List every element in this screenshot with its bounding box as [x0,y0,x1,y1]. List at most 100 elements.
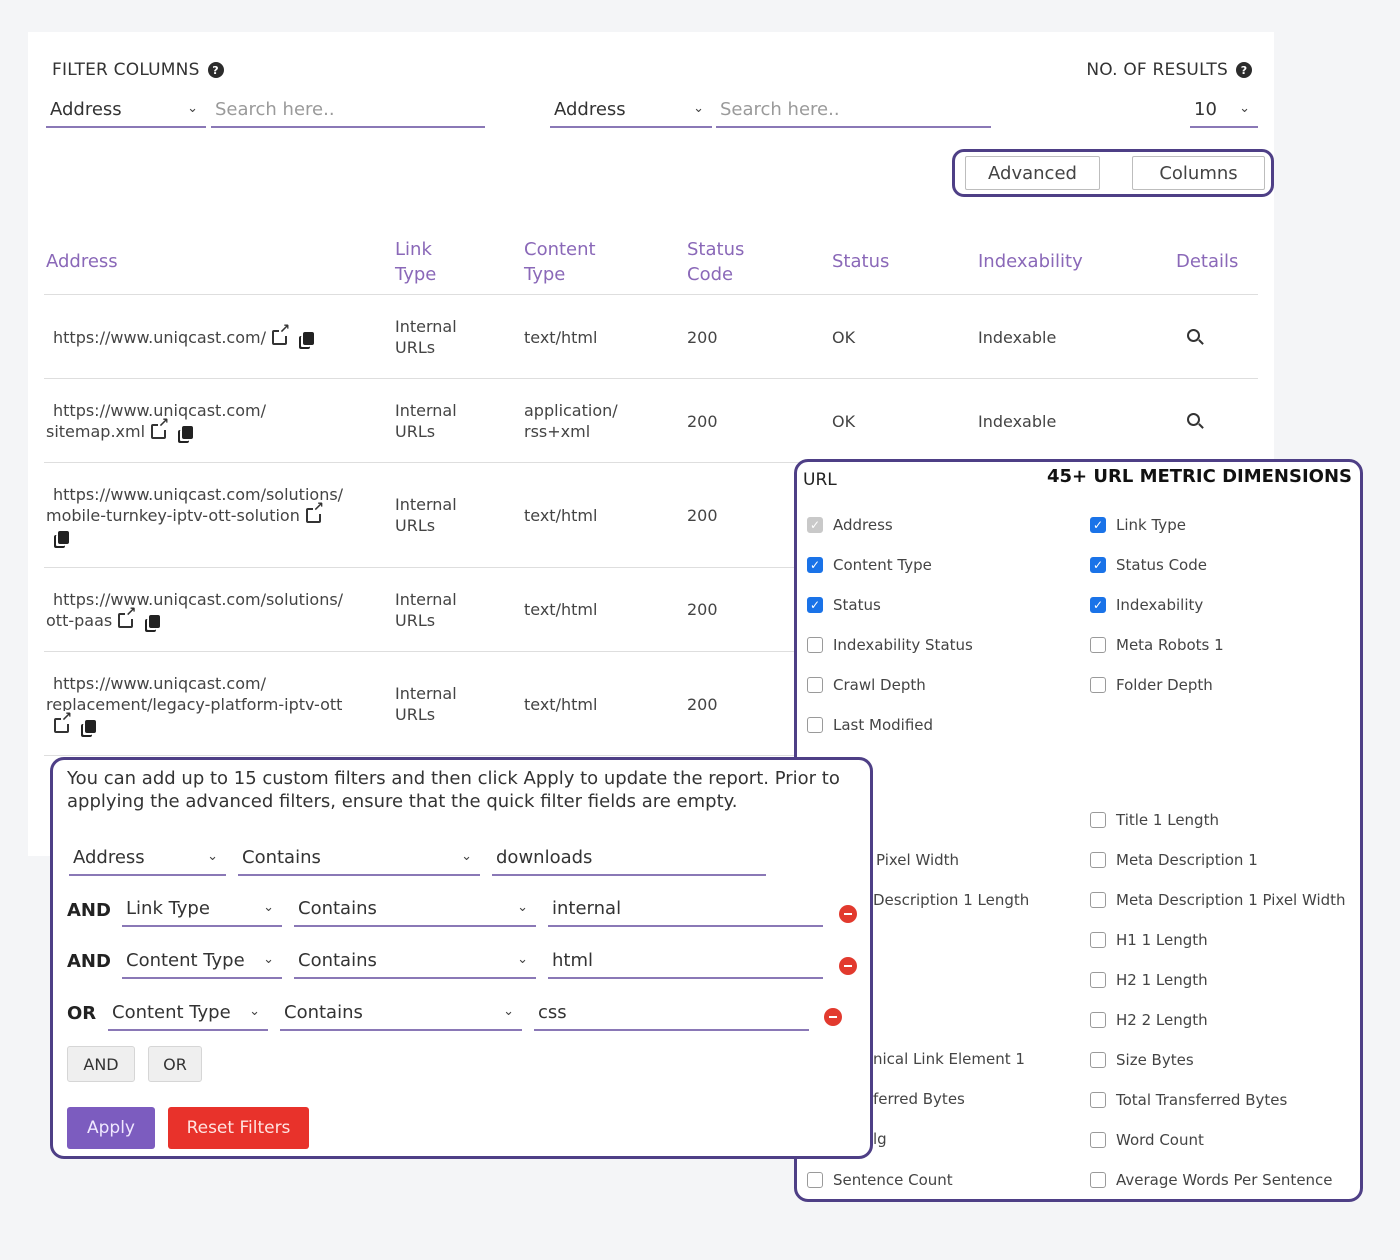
column-option-crawl-depth[interactable]: Crawl Depth [807,676,926,694]
column-option-h2-1-length[interactable]: H2 1 Length [1090,971,1208,989]
checkbox[interactable] [1090,677,1106,693]
external-link-icon[interactable] [151,417,170,439]
rule-2-operator-select[interactable]: Contains ⌄ [294,891,536,927]
column-option-word-count[interactable]: Word Count [1090,1131,1204,1149]
checkbox[interactable] [1090,972,1106,988]
reset-filters-button[interactable]: Reset Filters [168,1107,309,1149]
rule-4-value-input[interactable]: css [534,995,809,1031]
checkbox[interactable] [1090,1012,1106,1028]
column-header-indexability[interactable]: Indexability [978,249,1083,274]
search-icon[interactable] [1187,413,1200,426]
column-option-address[interactable]: ✓ Address [807,516,893,534]
checkbox[interactable] [1090,637,1106,653]
column-header-link-type[interactable]: Link Type [395,237,436,287]
checkbox[interactable] [807,637,823,653]
rule-2-column-select[interactable]: Link Type ⌄ [122,891,282,927]
address-link[interactable]: ott-paas [46,611,113,630]
column-option-link-type[interactable]: ✓ Link Type [1090,516,1186,534]
checkbox[interactable] [1090,1092,1106,1108]
help-icon[interactable]: ? [207,62,224,78]
column-header-content-type[interactable]: Content Type [524,237,596,287]
address-link[interactable]: https://www.uniqcast.com/ [53,401,266,420]
column-option-h1-1-length[interactable]: H1 1 Length [1090,931,1208,949]
search-icon[interactable] [1187,329,1200,342]
checkbox[interactable] [807,677,823,693]
copy-icon[interactable] [182,426,194,439]
column-option-clipped[interactable]: nical Link Element 1 [873,1050,1025,1068]
quick-filter-column-select-2[interactable]: Address ⌄ [550,92,712,128]
checkbox[interactable]: ✓ [1090,597,1106,613]
remove-rule-2-icon[interactable] [839,905,857,923]
copy-icon[interactable] [58,531,69,544]
column-option-size-bytes[interactable]: Size Bytes [1090,1051,1194,1069]
column-option-content-type[interactable]: ✓ Content Type [807,556,932,574]
checkbox[interactable] [1090,852,1106,868]
column-option-sentence-count[interactable]: Sentence Count [807,1171,953,1189]
column-option-clipped[interactable]: Pixel Width [876,851,960,869]
column-option-h2-2-length[interactable]: H2 2 Length [1090,1011,1208,1029]
column-option-clipped[interactable]: ferred Bytes [873,1090,965,1108]
checkbox[interactable]: ✓ [1090,517,1106,533]
column-option-clipped[interactable]: Description 1 Length [873,891,1030,909]
copy-icon[interactable] [85,720,96,733]
column-option-meta-description-1-pixel-width[interactable]: Meta Description 1 Pixel Width [1090,891,1346,909]
rule-1-operator-select[interactable]: Contains ⌄ [238,840,480,876]
checkbox[interactable] [807,1172,823,1188]
rule-2-value-input[interactable]: internal [548,891,823,927]
address-link[interactable]: sitemap.xml [46,422,146,441]
column-option-status-code[interactable]: ✓ Status Code [1090,556,1207,574]
address-link[interactable]: https://www.uniqcast.com/solutions/ [53,485,344,504]
add-and-rule-button[interactable]: AND [67,1046,135,1082]
column-option-average-words-per-sentence[interactable]: Average Words Per Sentence [1090,1171,1333,1189]
columns-button[interactable]: Columns [1132,156,1265,190]
remove-rule-3-icon[interactable] [839,957,857,975]
checkbox[interactable]: ✓ [807,557,823,573]
copy-icon[interactable] [302,332,314,345]
external-link-icon[interactable] [54,711,72,733]
quick-filter-search-input-1[interactable]: Search here.. [211,92,485,128]
column-option-meta-robots-1[interactable]: Meta Robots 1 [1090,636,1224,654]
external-link-icon[interactable] [305,501,324,523]
quick-filter-column-select-1[interactable]: Address ⌄ [46,92,206,128]
checkbox[interactable] [1090,1132,1106,1148]
help-icon[interactable]: ? [1236,62,1252,78]
column-option-status[interactable]: ✓ Status [807,596,881,614]
checkbox[interactable] [1090,932,1106,948]
column-option-meta-description-1[interactable]: Meta Description 1 [1090,851,1258,869]
rule-1-value-input[interactable]: downloads [492,840,766,876]
column-option-clipped[interactable]: lg [873,1130,887,1148]
column-option-indexability-status[interactable]: Indexability Status [807,636,973,654]
apply-button[interactable]: Apply [67,1107,155,1149]
rule-3-operator-select[interactable]: Contains ⌄ [294,943,536,979]
address-link[interactable]: replacement/legacy-platform-iptv-ott [46,695,343,714]
column-option-title-1-length[interactable]: Title 1 Length [1090,811,1219,829]
checkbox[interactable] [807,717,823,733]
column-header-address[interactable]: Address [46,249,118,274]
checkbox[interactable] [1090,1172,1106,1188]
rule-3-value-input[interactable]: html [548,943,823,979]
checkbox[interactable] [1090,1052,1106,1068]
column-option-indexability[interactable]: ✓ Indexability [1090,596,1203,614]
copy-icon[interactable] [149,615,161,628]
address-link[interactable]: https://www.uniqcast.com/ [53,328,266,347]
external-link-icon[interactable] [271,323,290,345]
checkbox[interactable]: ✓ [1090,557,1106,573]
results-count-select[interactable]: 10 ⌄ [1190,92,1258,128]
address-link[interactable]: https://www.uniqcast.com/solutions/ [53,590,344,609]
advanced-button[interactable]: Advanced [965,156,1100,190]
column-header-status[interactable]: Status [832,249,889,274]
checkbox[interactable]: ✓ [807,517,823,533]
column-option-last-modified[interactable]: Last Modified [807,716,933,734]
checkbox[interactable] [1090,892,1106,908]
rule-1-column-select[interactable]: Address ⌄ [69,840,226,876]
address-link[interactable]: https://www.uniqcast.com/ [53,674,266,693]
address-link[interactable]: mobile-turnkey-iptv-ott-solution [46,506,300,525]
rule-3-column-select[interactable]: Content Type ⌄ [122,943,282,979]
quick-filter-search-input-2[interactable]: Search here.. [716,92,991,128]
add-or-rule-button[interactable]: OR [148,1046,202,1082]
external-link-icon[interactable] [118,606,137,628]
rule-4-column-select[interactable]: Content Type ⌄ [108,995,268,1031]
column-option-folder-depth[interactable]: Folder Depth [1090,676,1213,694]
remove-rule-4-icon[interactable] [824,1008,842,1026]
checkbox[interactable]: ✓ [807,597,823,613]
